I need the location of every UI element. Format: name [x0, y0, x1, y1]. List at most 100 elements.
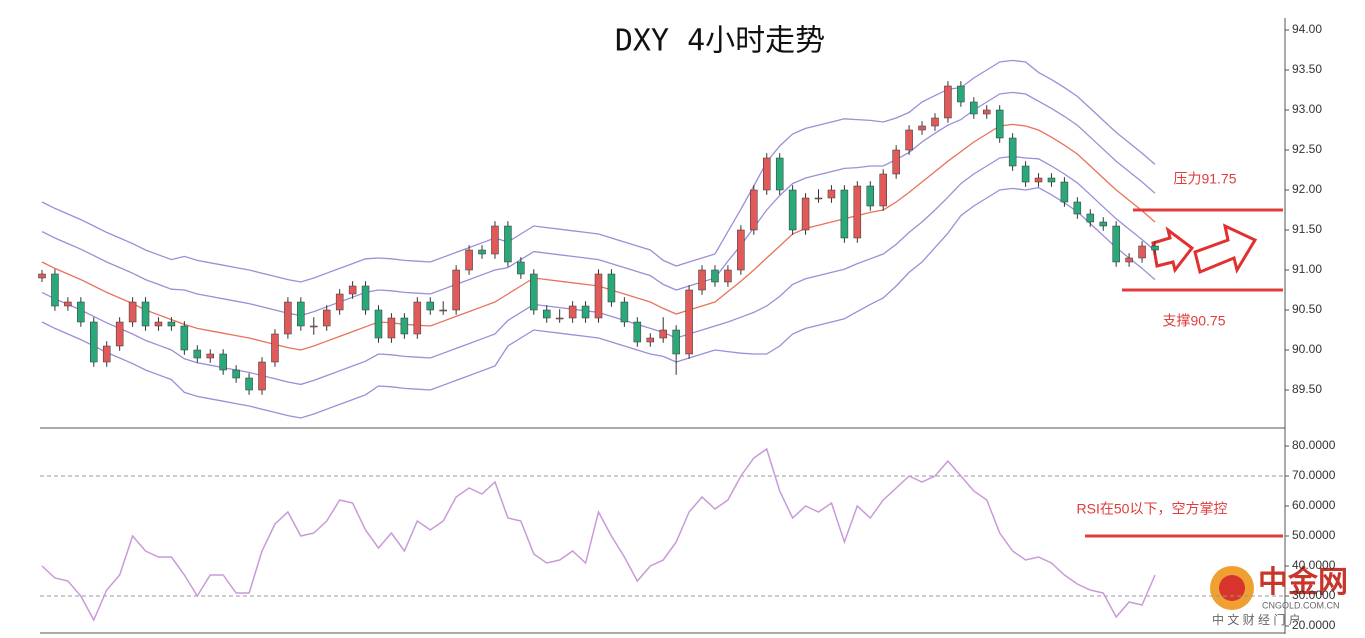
candle-body — [750, 189, 758, 231]
candle-body — [154, 321, 163, 327]
y-tick-label: 60.0000 — [1292, 498, 1336, 512]
candle-body — [788, 189, 797, 231]
candle-body — [271, 333, 279, 363]
candle-body — [685, 289, 693, 355]
candle-body — [801, 197, 810, 231]
candle-body — [1125, 257, 1133, 263]
candle-body — [361, 285, 370, 311]
candle-body — [840, 189, 849, 239]
candle-body — [879, 173, 887, 207]
candle-body — [517, 261, 525, 275]
candle-body — [970, 101, 978, 115]
watermark: 中金网 CNGOLD.COM.CN 中 文 财 经 门 户 — [1210, 565, 1348, 627]
candle-body — [659, 329, 667, 339]
candle-body — [711, 269, 719, 283]
logo — [1219, 575, 1245, 601]
candle-body — [866, 185, 875, 207]
level-label: 支撑90.75 — [1162, 313, 1225, 329]
brand: 中金网 — [1258, 565, 1348, 599]
candle-body — [1138, 245, 1146, 259]
candle-body — [38, 273, 46, 279]
y-tick-label: 50.0000 — [1292, 528, 1336, 542]
candle-body — [387, 317, 396, 339]
band-line — [41, 59, 1156, 283]
candle-body — [931, 117, 939, 127]
band-line — [41, 186, 1156, 419]
candle-body — [581, 305, 590, 319]
candle-body — [1034, 177, 1043, 183]
candle-body — [219, 353, 227, 371]
y-tick-label: 91.50 — [1292, 222, 1322, 236]
candle-body — [620, 301, 629, 323]
y-tick-label: 40.0000 — [1292, 558, 1336, 572]
candle-body — [827, 189, 836, 199]
candle-body — [491, 225, 499, 255]
band-line — [41, 91, 1156, 317]
site: CNGOLD.COM.CN — [1262, 600, 1340, 610]
candle-body — [206, 353, 214, 359]
y-tick-label: 20.0000 — [1292, 618, 1336, 632]
candle-body — [1073, 201, 1082, 215]
y-tick-label: 70.0000 — [1292, 468, 1336, 482]
candle-body — [814, 197, 823, 200]
candle-body — [775, 157, 784, 191]
candle-body — [594, 273, 603, 319]
candle-body — [51, 273, 59, 307]
y-tick-label: 93.00 — [1292, 102, 1322, 116]
y-tick-label: 90.50 — [1292, 302, 1322, 316]
candle-body — [633, 321, 642, 343]
candle-body — [905, 129, 913, 151]
candle-body — [530, 273, 538, 311]
level-label: 压力91.75 — [1173, 171, 1236, 187]
candle-body — [504, 225, 512, 263]
candle-body — [1060, 181, 1069, 203]
candle-body — [310, 325, 318, 328]
y-tick-label: 92.50 — [1292, 142, 1322, 156]
candle-body — [322, 309, 331, 327]
candle-body — [439, 309, 447, 312]
y-tick-label: 94.00 — [1292, 22, 1322, 36]
chart-title: DXY 4小时走势 — [615, 24, 825, 59]
candle-body — [853, 185, 862, 239]
candle-body — [232, 369, 240, 379]
candle-body — [607, 273, 616, 303]
rsi-line — [41, 447, 1156, 622]
candle-body — [374, 309, 383, 339]
candle-body — [128, 301, 137, 323]
y-tick-label: 91.00 — [1292, 262, 1322, 276]
candle-body — [555, 317, 564, 320]
candle-body — [115, 321, 124, 347]
y-tick-label: 93.50 — [1292, 62, 1322, 76]
candle-body — [348, 285, 357, 295]
candle-body — [724, 269, 732, 283]
candle-body — [141, 301, 150, 327]
slogan: 中 文 财 经 门 户 — [1212, 612, 1301, 627]
candle-body — [698, 269, 706, 291]
trend-arrows — [1151, 223, 1258, 275]
candle-body — [77, 301, 85, 323]
candle-body — [762, 157, 771, 191]
candle-body — [1099, 221, 1107, 227]
candle-body — [568, 305, 577, 319]
candle-body — [102, 345, 111, 363]
candle-body — [284, 301, 292, 335]
candle-body — [426, 301, 435, 311]
y-tick-label: 92.00 — [1292, 182, 1322, 196]
candle-body — [1112, 225, 1120, 263]
candle-body — [90, 321, 98, 363]
candle-body — [995, 109, 1004, 139]
candle-body — [258, 361, 266, 391]
candle-body — [1047, 177, 1056, 183]
candle-body — [297, 301, 305, 327]
candle-body — [1086, 213, 1095, 223]
candle-body — [335, 293, 344, 311]
candle-body — [452, 269, 460, 311]
candle-body — [167, 321, 176, 327]
candle-body — [737, 229, 745, 271]
candle-body — [672, 329, 680, 355]
candle-body — [1151, 245, 1159, 251]
candle-body — [400, 317, 409, 335]
candle-body — [983, 109, 991, 115]
candle-body — [944, 85, 952, 119]
